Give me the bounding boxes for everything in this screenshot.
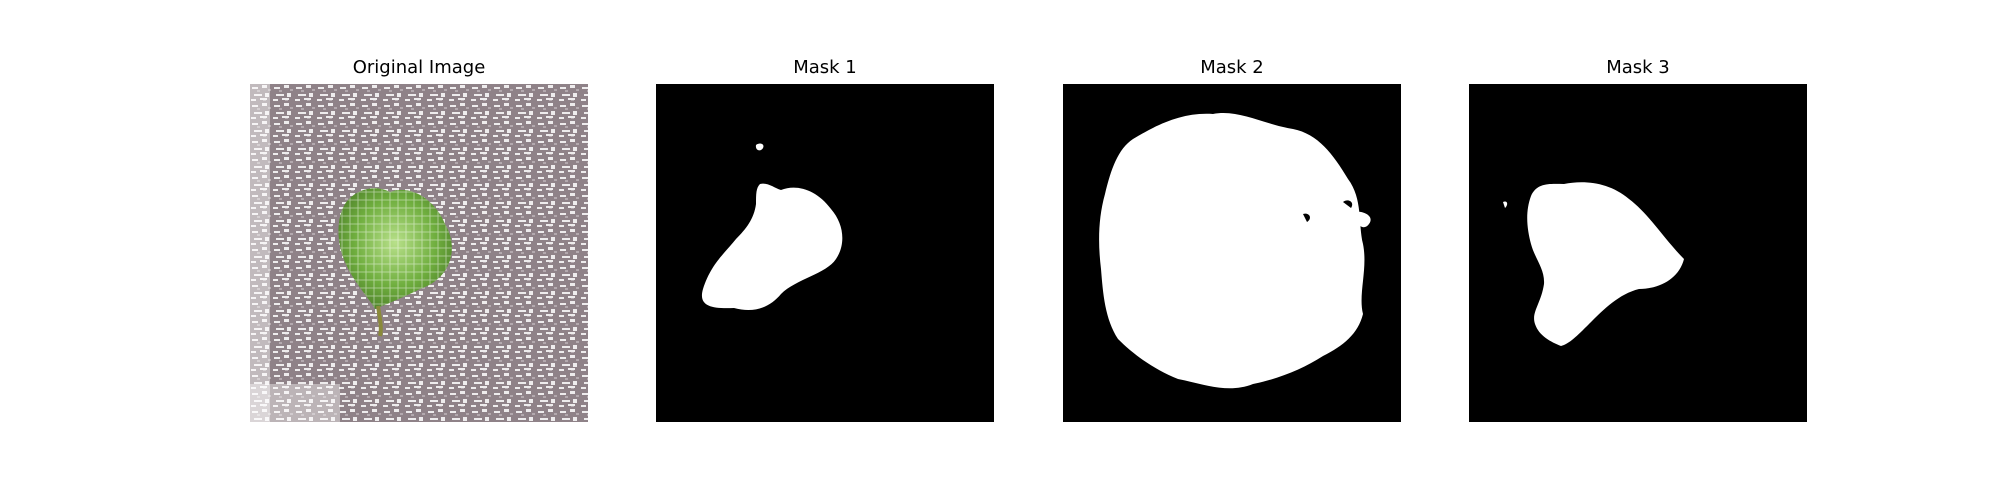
panel-mask-3: Mask 3 (1469, 0, 1807, 430)
panel-mask-2: Mask 2 (1063, 0, 1401, 430)
mask-2-svg (1063, 84, 1401, 422)
mask-3-image (1469, 84, 1807, 422)
mask-1-svg (656, 84, 994, 422)
mask-3-svg (1469, 84, 1807, 422)
mask-region (1527, 182, 1684, 346)
mask-speck (755, 143, 764, 151)
original-image (250, 84, 588, 422)
panel-title: Original Image (352, 57, 486, 78)
panel-title: Mask 2 (1200, 57, 1264, 78)
mask-1-image (656, 84, 994, 422)
mask-region (1099, 112, 1365, 389)
mask-2-image (1063, 84, 1401, 422)
original-image-svg (250, 84, 588, 422)
panel-mask-1: Mask 1 (656, 0, 994, 430)
mask-region (701, 183, 843, 311)
panel-title: Mask 3 (1606, 57, 1670, 78)
leaf (338, 188, 452, 337)
panel-original-image: Original Image (250, 0, 588, 430)
panel-title: Mask 1 (793, 57, 857, 78)
